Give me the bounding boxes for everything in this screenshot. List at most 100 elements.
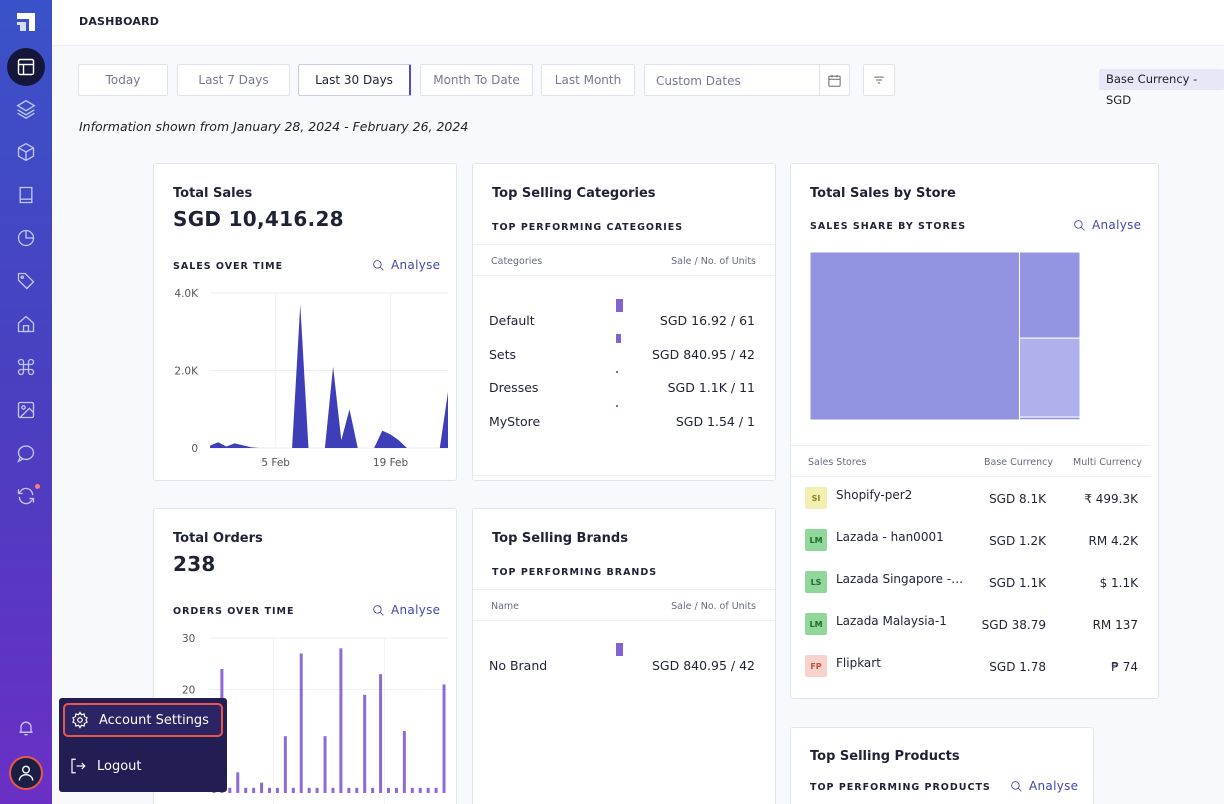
category-value: SGD 840.95 / 42	[651, 346, 755, 362]
order-bar	[442, 684, 446, 793]
categories-table-header: Categories Sale / No. of Units	[473, 244, 775, 276]
category-name: Default	[489, 313, 535, 328]
sidebar-item-catalog[interactable]	[12, 181, 40, 209]
search-icon	[1011, 780, 1022, 792]
sales-share-label: SALES SHARE BY STORES	[810, 221, 967, 232]
sidebar-item-integrations[interactable]	[12, 353, 40, 381]
logout-menu-item[interactable]: Logout	[63, 749, 223, 783]
filter-today-button[interactable]: Today	[78, 64, 168, 96]
chat-icon	[17, 445, 35, 463]
store-badge: FP	[805, 655, 827, 677]
sales-by-store-title: Total Sales by Store	[810, 186, 956, 201]
order-bar	[307, 787, 311, 793]
store-name: Lazada - han0001	[836, 530, 944, 544]
custom-dates-input[interactable]: Custom Dates	[644, 64, 850, 96]
category-name: Sets	[489, 346, 517, 362]
sidebar-item-layers[interactable]	[12, 95, 40, 123]
top-brands-card: Top Selling Brands TOP PERFORMING BRANDS…	[472, 508, 776, 804]
top-performing-brands-label: TOP PERFORMING BRANDS	[492, 567, 658, 578]
filter-last-7-days-button[interactable]: Last 7 Days	[177, 64, 290, 96]
sidebar-item-tags[interactable]	[12, 267, 40, 295]
store-base-currency: SGD 8.1K	[989, 492, 1046, 506]
order-bar	[228, 787, 232, 793]
sidebar-item-media[interactable]	[12, 396, 40, 424]
search-icon	[1074, 219, 1085, 231]
order-bar	[275, 787, 279, 793]
store-row: SI Shopify-per2 SGD 8.1K ₹ 499.3K	[805, 484, 1138, 512]
category-value: SGD 1.1K / 11	[667, 380, 755, 395]
filter-month-to-date-button[interactable]: Month To Date	[420, 64, 533, 96]
store-analyse-button[interactable]: Analyse	[1073, 218, 1141, 232]
order-bar	[402, 731, 406, 793]
notification-dot	[35, 484, 40, 489]
filter-lines-icon	[874, 76, 884, 84]
account-settings-menu-item[interactable]: Account Settings	[63, 703, 223, 737]
category-name: MyStore	[489, 413, 541, 429]
order-bar	[394, 787, 398, 793]
brand-name: No Brand	[489, 658, 548, 673]
pie-chart-icon	[17, 229, 35, 247]
sidebar-item-dashboard[interactable]	[7, 48, 45, 86]
order-bar	[291, 787, 295, 793]
app-logo-icon[interactable]	[14, 10, 38, 34]
order-bar	[331, 787, 335, 793]
page-title: DASHBOARD	[79, 15, 160, 28]
store-multi-currency: RM 4.2K	[1088, 534, 1138, 548]
sidebar-item-notifications[interactable]	[12, 714, 40, 742]
sales-area-series	[210, 304, 448, 448]
divider	[473, 475, 775, 476]
top-brands-title: Top Selling Brands	[492, 531, 628, 546]
sales-analyse-button[interactable]: Analyse	[372, 258, 440, 272]
orders-over-time-chart: 30 20	[182, 633, 448, 804]
store-base-currency: SGD 38.79	[981, 618, 1046, 632]
order-bar	[244, 787, 248, 793]
calendar-button[interactable]	[819, 65, 849, 95]
category-name: Dresses	[489, 380, 539, 395]
col-sale-units: Sale / No. of Units	[671, 256, 756, 267]
category-value: SGD 1.54 / 1	[675, 413, 755, 429]
order-bar	[252, 787, 256, 793]
filter-last-month-button[interactable]: Last Month	[541, 64, 635, 96]
command-icon	[17, 358, 35, 376]
products-analyse-button[interactable]: Analyse	[1010, 779, 1078, 793]
category-row: Default SGD 16.92 / 61	[489, 311, 755, 331]
col-sales-stores: Sales Stores	[808, 457, 867, 468]
order-bar	[371, 787, 375, 793]
order-bar	[299, 653, 303, 793]
date-range-info: Information shown from January 28, 2024 …	[79, 119, 469, 134]
calendar-icon	[828, 74, 841, 87]
filter-options-button[interactable]	[863, 64, 895, 96]
x-tick-label: 5 Feb	[261, 457, 290, 469]
order-bar	[339, 648, 343, 793]
order-bar	[418, 787, 422, 793]
order-bar	[323, 736, 327, 793]
top-performing-products-label: TOP PERFORMING PRODUCTS	[810, 782, 991, 793]
store-badge: LS	[805, 571, 827, 593]
bell-icon	[19, 721, 33, 736]
store-row: FP Flipkart SGD 1.78 ₱ 74	[805, 652, 1138, 680]
search-icon	[373, 259, 384, 271]
col-multi-currency: Multi Currency	[1073, 457, 1143, 468]
user-menu-popup: Account Settings Logout	[59, 698, 227, 792]
search-icon	[373, 604, 384, 616]
custom-dates-placeholder: Custom Dates	[656, 74, 741, 88]
sidebar-item-store[interactable]	[12, 310, 40, 338]
store-name: Lazada Malaysia-1	[836, 614, 947, 628]
x-tick-label: 19 Feb	[373, 457, 409, 469]
store-multi-currency: $ 1.1K	[1099, 576, 1138, 590]
filter-last-30-days-button[interactable]: Last 30 Days	[298, 64, 411, 96]
store-treemap-chart	[810, 252, 1081, 420]
sidebar-item-sync[interactable]	[12, 482, 40, 510]
orders-analyse-button[interactable]: Analyse	[372, 603, 440, 617]
sidebar-item-products[interactable]	[12, 138, 40, 166]
sidebar-item-reports[interactable]	[12, 224, 40, 252]
top-header: DASHBOARD	[52, 0, 1224, 46]
store-multi-currency: RM 137	[1092, 618, 1138, 632]
y-tick-label: 2.0K	[174, 366, 199, 378]
user-avatar-button[interactable]	[9, 756, 43, 790]
order-bar	[260, 782, 264, 793]
analyse-label: Analyse	[391, 258, 441, 272]
sales-over-time-chart: 4.0K 2.0K 0 5 Feb 19 Feb	[174, 288, 448, 469]
sidebar-item-messages[interactable]	[12, 439, 40, 467]
category-bar	[616, 370, 618, 374]
